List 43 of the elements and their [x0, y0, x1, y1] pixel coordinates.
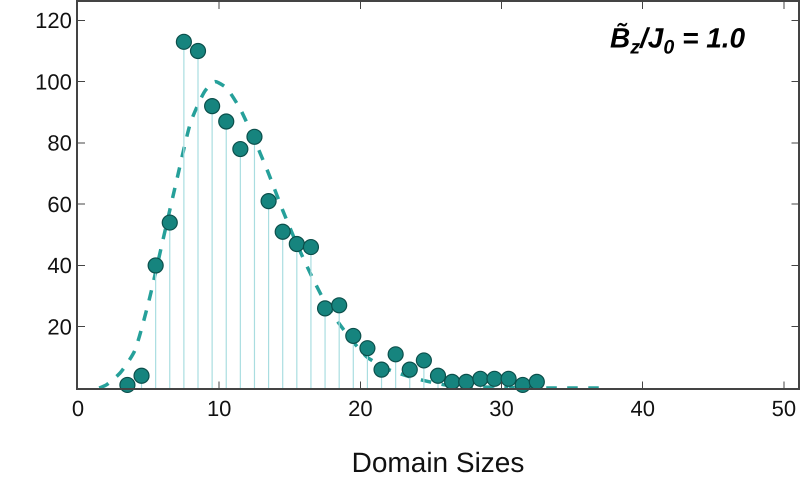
- y-tick-label: 80: [47, 130, 72, 156]
- point: [260, 193, 277, 210]
- point: [218, 113, 234, 130]
- point: [246, 128, 263, 145]
- point: [288, 236, 305, 252]
- y-tick-label: 100: [35, 69, 72, 94]
- x-tick-label: 50: [772, 396, 796, 422]
- point: [148, 257, 164, 274]
- point: [500, 370, 517, 387]
- x-tick-label: 10: [206, 396, 232, 422]
- point: [359, 340, 376, 356]
- point: [486, 370, 503, 387]
- point: [232, 140, 248, 158]
- point: [416, 352, 432, 369]
- x-axis-title: Domain Sizes: [352, 446, 524, 478]
- y-tick-label: 40: [47, 253, 72, 278]
- point: [316, 300, 334, 316]
- x-tick-label: 20: [348, 396, 373, 422]
- point: [388, 346, 404, 362]
- point: [331, 297, 348, 314]
- point: [204, 98, 220, 114]
- point: [472, 370, 488, 387]
- point: [176, 34, 192, 50]
- annotation: B̃$_{z}$/J$_{0}$ = 1.0: [610, 22, 746, 59]
- point: [302, 238, 320, 256]
- point: [430, 368, 446, 384]
- y-tick-label: 20: [47, 314, 72, 340]
- point: [119, 376, 136, 394]
- point: [402, 362, 418, 378]
- x-tick-label: 30: [489, 396, 514, 422]
- point: [133, 368, 150, 384]
- point: [444, 374, 460, 390]
- point: [274, 224, 291, 240]
- point: [458, 374, 474, 390]
- point: [528, 374, 545, 390]
- x-tick-label: 0: [72, 396, 84, 422]
- point: [373, 362, 390, 378]
- y-tick-label: 60: [47, 192, 72, 217]
- point: [345, 328, 362, 344]
- point: [190, 42, 206, 60]
- y-tick-label: 120: [35, 8, 72, 34]
- x-tick-label: 40: [630, 396, 655, 422]
- point: [162, 214, 178, 231]
